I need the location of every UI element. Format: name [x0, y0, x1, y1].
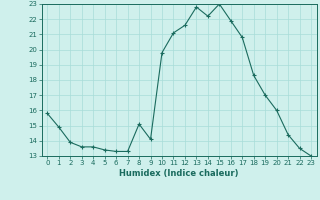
X-axis label: Humidex (Indice chaleur): Humidex (Indice chaleur)	[119, 169, 239, 178]
